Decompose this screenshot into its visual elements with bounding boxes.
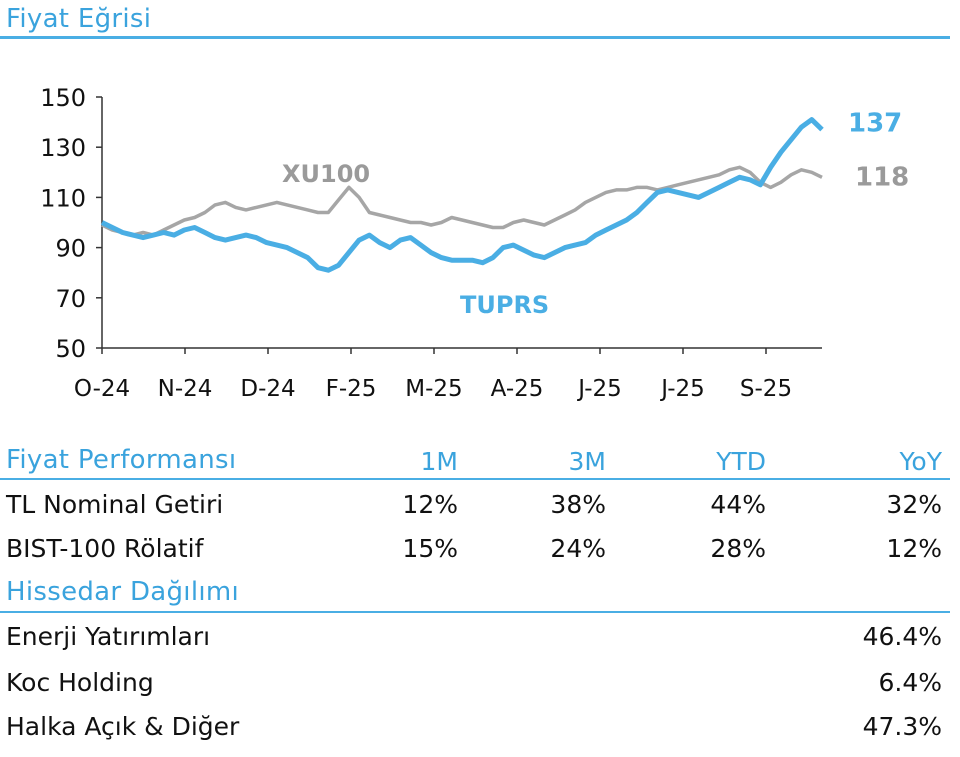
- cell-relative-1m: 15%: [402, 534, 458, 563]
- end-label-xu100: 118: [855, 162, 909, 192]
- chart-labels: 137 118 XU100 TUPRS: [282, 109, 909, 319]
- annotation-tuprs: TUPRS: [460, 291, 549, 319]
- col-3m: 3M: [568, 447, 606, 476]
- x-tick-label: F-25: [326, 376, 377, 402]
- cell-nominal-yoy: 32%: [886, 490, 942, 519]
- series-line-tuprs: [100, 117, 824, 273]
- row-label-relative: BIST-100 Rölatif: [6, 534, 204, 563]
- x-tick-label: S-25: [740, 376, 792, 402]
- shareholder-value-2: 47.3%: [862, 712, 942, 741]
- row-label-nominal: TL Nominal Getiri: [6, 490, 224, 519]
- y-tick-label: 150: [40, 84, 86, 112]
- x-tick-label: D-24: [240, 376, 295, 402]
- x-tick-label: J-25: [659, 376, 705, 402]
- chart-section-title: Fiyat Eğrisi: [6, 4, 152, 34]
- cell-relative-3m: 24%: [550, 534, 606, 563]
- cell-relative-yoy: 12%: [886, 534, 942, 563]
- shareholder-value-1: 6.4%: [878, 668, 942, 697]
- chart-lines: [100, 117, 824, 273]
- cell-nominal-3m: 38%: [550, 490, 606, 519]
- y-tick-label: 50: [55, 335, 86, 363]
- col-ytd: YTD: [716, 447, 766, 476]
- y-tick-label: 110: [40, 184, 86, 212]
- x-tick-label: A-25: [491, 376, 544, 402]
- cell-relative-ytd: 28%: [710, 534, 766, 563]
- cell-nominal-1m: 12%: [402, 490, 458, 519]
- shareholder-label-1: Koc Holding: [6, 668, 154, 697]
- performance-title: Fiyat Performansı: [6, 445, 237, 475]
- end-label-tuprs: 137: [848, 109, 902, 139]
- x-tick-label: M-25: [405, 376, 462, 402]
- col-yoy: YoY: [899, 447, 942, 476]
- x-tick-label: J-25: [576, 376, 622, 402]
- price-chart: 50 70 90 110 130 150 O-24 N-24 D-24 F-25 M-25 A-25 J…: [40, 84, 909, 402]
- y-tick-label: 70: [55, 285, 86, 313]
- shareholder-label-0: Enerji Yatırımları: [6, 622, 211, 651]
- y-tick-label: 90: [55, 235, 86, 263]
- shareholder-label-2: Halka Açık & Diğer: [6, 712, 240, 741]
- performance-rule: [0, 478, 950, 480]
- annotation-xu100: XU100: [282, 160, 370, 188]
- y-tick-label: 130: [40, 134, 86, 162]
- shareholders-title: Hissedar Dağılımı: [6, 577, 240, 607]
- series-line-xu100: [101, 165, 823, 237]
- shareholders-rule: [0, 611, 950, 613]
- shareholder-value-0: 46.4%: [862, 622, 942, 651]
- x-tick-label: O-24: [74, 376, 130, 402]
- x-tick-label: N-24: [158, 376, 213, 402]
- chart-section-rule: [0, 36, 950, 39]
- chart-axes: 50 70 90 110 130 150 O-24 N-24 D-24 F-25 M-25 A-25 J…: [40, 84, 822, 402]
- col-1m: 1M: [420, 447, 458, 476]
- cell-nominal-ytd: 44%: [710, 490, 766, 519]
